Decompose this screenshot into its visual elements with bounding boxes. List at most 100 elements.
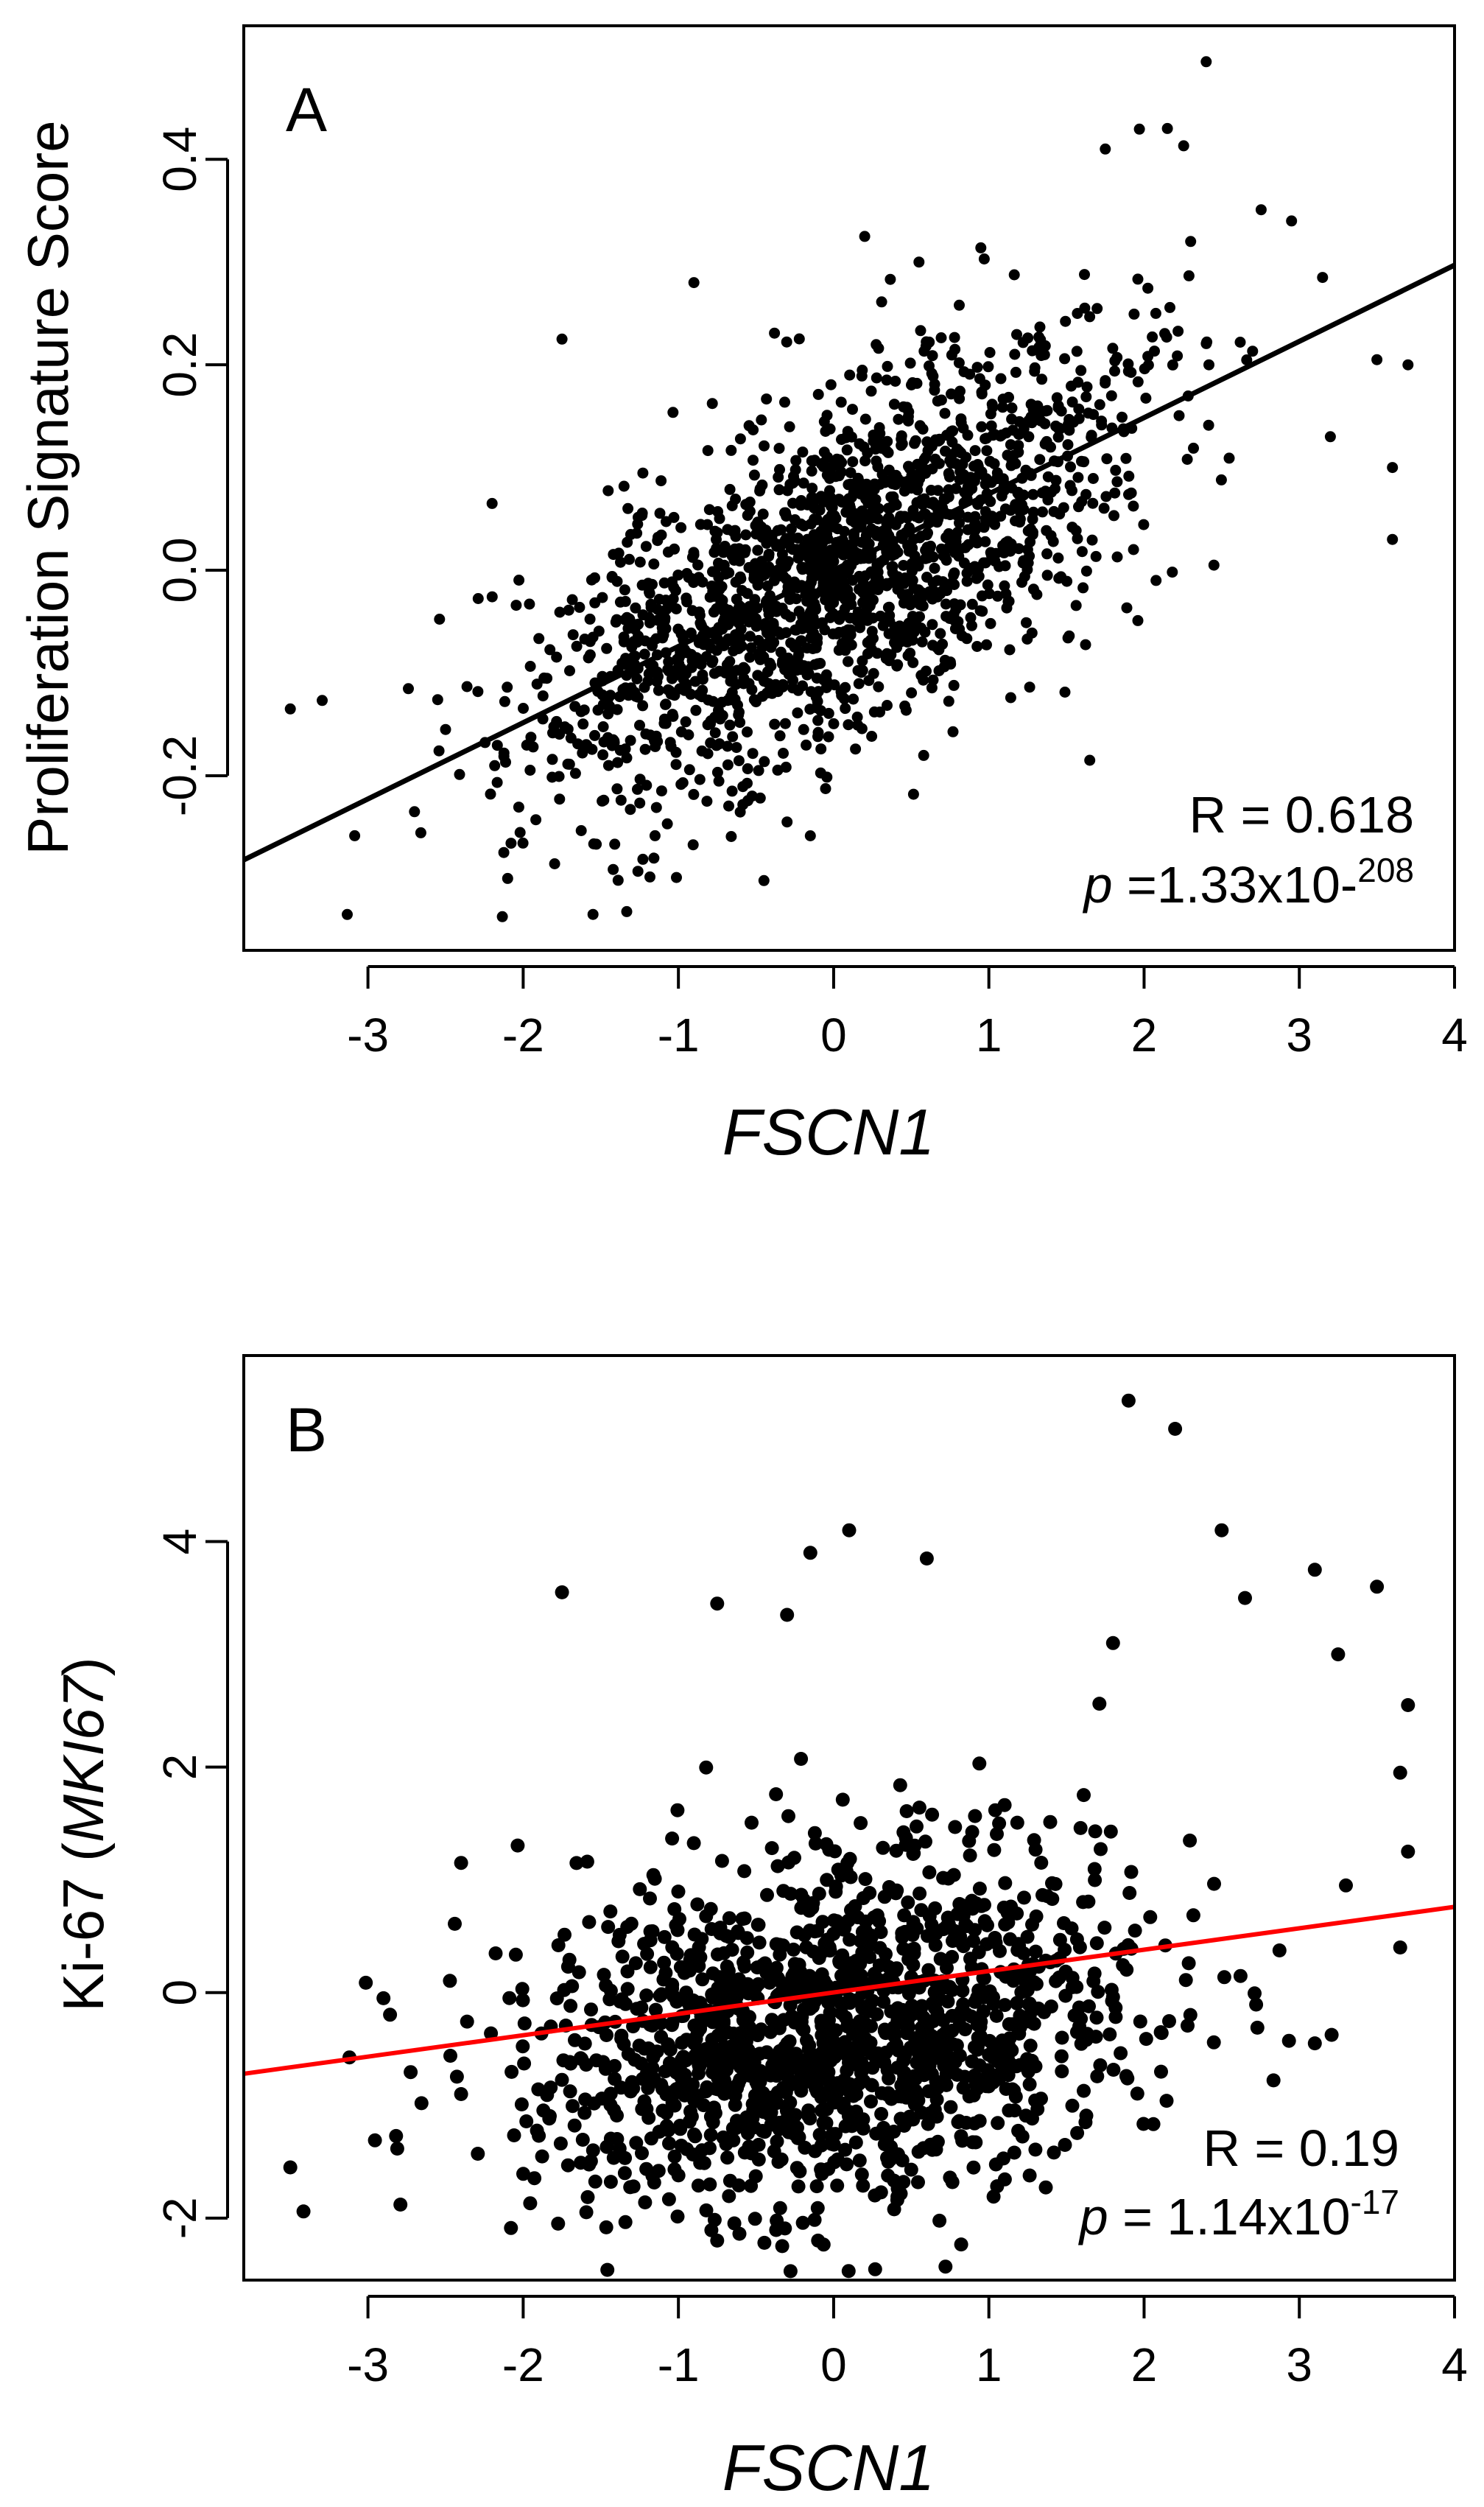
point-a: [1200, 337, 1212, 349]
point-b: [786, 2126, 801, 2141]
point-b: [692, 1959, 706, 1974]
point-b: [454, 2087, 468, 2101]
point-a: [670, 759, 682, 771]
point-b: [877, 2022, 892, 2037]
point-a: [688, 277, 700, 289]
point-a: [711, 533, 722, 545]
point-b: [769, 1787, 784, 1801]
point-b: [527, 2171, 542, 2186]
point-b: [992, 1816, 1007, 1831]
point-a: [832, 575, 844, 586]
point-b: [792, 1957, 806, 1972]
x-tick-label-b: 0: [820, 2338, 847, 2391]
point-b: [809, 2077, 824, 2091]
point-b: [905, 1928, 920, 1942]
point-a: [937, 576, 949, 588]
point-a: [1172, 326, 1184, 337]
point-a: [661, 818, 673, 830]
point-a: [705, 642, 717, 654]
point-b: [921, 1963, 936, 1977]
point-a: [589, 572, 600, 583]
point-a: [685, 627, 697, 639]
point-b: [852, 2153, 867, 2168]
point-b: [815, 1967, 829, 1982]
point-b: [1022, 2014, 1037, 2029]
point-b: [535, 2149, 549, 2164]
point-b: [1029, 1977, 1044, 1991]
point-a: [631, 673, 643, 684]
point-a: [898, 560, 910, 571]
point-b: [1012, 2027, 1027, 2041]
point-a: [472, 686, 484, 698]
point-a: [827, 460, 839, 471]
point-a: [722, 660, 734, 672]
point-b: [1238, 1591, 1252, 1605]
point-b: [1092, 1697, 1107, 1711]
point-a: [621, 752, 633, 764]
point-b: [830, 2178, 845, 2193]
point-b: [692, 2058, 706, 2072]
point-b: [643, 1960, 658, 1974]
point-a: [1139, 363, 1150, 375]
point-a: [1017, 337, 1029, 348]
point-a: [798, 477, 809, 489]
point-a: [790, 593, 802, 605]
point-a: [955, 447, 967, 459]
point-b: [647, 2071, 661, 2086]
x-axis-a: -3 -2 -1 0 1 2 3 4: [347, 965, 1468, 1062]
point-b: [585, 2143, 600, 2158]
point-a: [806, 465, 817, 477]
point-b: [830, 2152, 845, 2167]
point-a: [1100, 375, 1111, 387]
point-b: [927, 2001, 942, 2015]
point-b: [644, 2131, 658, 2146]
point-b: [638, 2195, 653, 2209]
point-b: [1055, 2030, 1069, 2045]
point-b: [572, 1965, 586, 1980]
point-b: [854, 1816, 868, 1831]
point-a: [619, 584, 630, 596]
point-b: [1073, 1820, 1088, 1835]
y-tick-label-b: 0: [153, 1980, 206, 2006]
point-b: [923, 2106, 938, 2121]
point-b: [414, 2096, 429, 2111]
point-a: [921, 572, 932, 583]
point-a: [801, 739, 812, 751]
point-b: [834, 1868, 848, 1883]
point-b: [1331, 1647, 1346, 1662]
point-b: [936, 1922, 951, 1937]
point-b: [956, 1909, 971, 1924]
point-b: [1019, 1984, 1033, 1998]
point-b: [819, 2052, 834, 2066]
point-b: [1401, 1844, 1416, 1859]
point-b: [1121, 1393, 1136, 1408]
point-b: [1108, 2010, 1123, 2024]
point-b: [913, 2002, 928, 2016]
point-a: [949, 598, 960, 610]
point-a: [876, 296, 887, 308]
point-b: [911, 2093, 926, 2108]
point-b: [746, 2103, 761, 2117]
point-b: [862, 1886, 877, 1900]
point-a: [907, 542, 918, 554]
point-a: [661, 516, 672, 527]
point-b: [952, 2114, 966, 2128]
point-b: [901, 1895, 915, 1910]
point-a: [1066, 396, 1078, 408]
y-tick-label-b: 2: [153, 1754, 206, 1781]
point-b: [877, 1957, 892, 1971]
point-a: [810, 691, 822, 703]
point-a: [597, 749, 609, 761]
point-b: [732, 2226, 747, 2241]
point-a: [739, 547, 750, 558]
point-b: [1072, 1940, 1087, 1954]
point-a: [675, 726, 687, 737]
point-b: [794, 1901, 809, 1915]
point-b: [1154, 2064, 1168, 2079]
point-a: [630, 690, 641, 702]
point-b: [707, 2100, 721, 2115]
point-a: [975, 242, 987, 253]
point-b: [948, 1820, 963, 1834]
point-a: [1080, 565, 1092, 577]
